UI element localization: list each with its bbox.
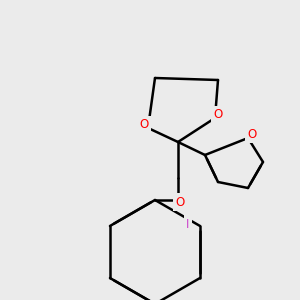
Text: I: I <box>186 218 190 230</box>
Text: O: O <box>213 109 223 122</box>
Text: O: O <box>140 118 148 131</box>
Text: O: O <box>248 128 256 140</box>
Text: O: O <box>176 196 184 208</box>
